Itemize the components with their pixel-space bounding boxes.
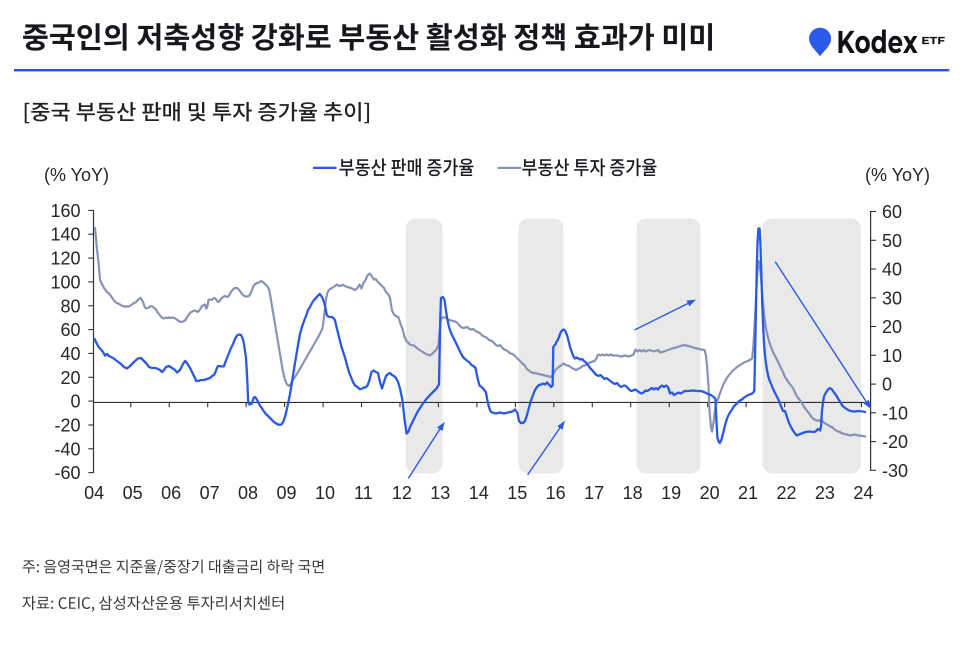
svg-text:30: 30 — [882, 288, 902, 308]
svg-text:(% YoY): (% YoY) — [865, 165, 930, 185]
svg-text:24: 24 — [853, 483, 873, 503]
svg-text:100: 100 — [50, 272, 80, 292]
svg-text:20: 20 — [60, 368, 80, 388]
svg-text:60: 60 — [882, 202, 902, 222]
svg-text:-30: -30 — [882, 461, 908, 481]
svg-text:-20: -20 — [882, 432, 908, 452]
svg-text:80: 80 — [60, 296, 80, 316]
svg-text:11: 11 — [354, 483, 373, 503]
svg-text:12: 12 — [392, 483, 412, 503]
svg-text:50: 50 — [882, 231, 902, 251]
svg-text:120: 120 — [50, 249, 80, 269]
svg-text:20: 20 — [882, 317, 902, 337]
svg-text:19: 19 — [661, 483, 681, 503]
svg-text:140: 140 — [50, 225, 80, 245]
svg-text:13: 13 — [430, 483, 450, 503]
svg-text:04: 04 — [84, 483, 104, 503]
svg-text:-40: -40 — [54, 439, 80, 459]
svg-text:0: 0 — [70, 392, 80, 412]
svg-text:15: 15 — [507, 483, 527, 503]
svg-text:16: 16 — [546, 483, 566, 503]
svg-text:05: 05 — [123, 483, 143, 503]
svg-text:60: 60 — [60, 320, 80, 340]
svg-text:(% YoY): (% YoY) — [44, 165, 109, 185]
svg-text:07: 07 — [200, 483, 220, 503]
svg-text:-20: -20 — [54, 416, 80, 436]
svg-text:0: 0 — [882, 375, 892, 395]
svg-text:23: 23 — [815, 483, 835, 503]
svg-text:18: 18 — [623, 483, 643, 503]
svg-text:40: 40 — [882, 260, 902, 280]
svg-text:09: 09 — [276, 483, 296, 503]
svg-text:-60: -60 — [54, 463, 80, 483]
svg-text:21: 21 — [738, 483, 758, 503]
svg-text:17: 17 — [584, 483, 604, 503]
svg-text:08: 08 — [238, 483, 258, 503]
svg-text:06: 06 — [161, 483, 181, 503]
svg-text:10: 10 — [315, 483, 335, 503]
svg-text:40: 40 — [60, 344, 80, 364]
svg-text:-10: -10 — [882, 403, 908, 423]
svg-text:10: 10 — [882, 346, 902, 366]
svg-text:14: 14 — [469, 483, 489, 503]
svg-text:160: 160 — [50, 201, 80, 221]
svg-text:22: 22 — [776, 483, 796, 503]
svg-text:20: 20 — [700, 483, 720, 503]
